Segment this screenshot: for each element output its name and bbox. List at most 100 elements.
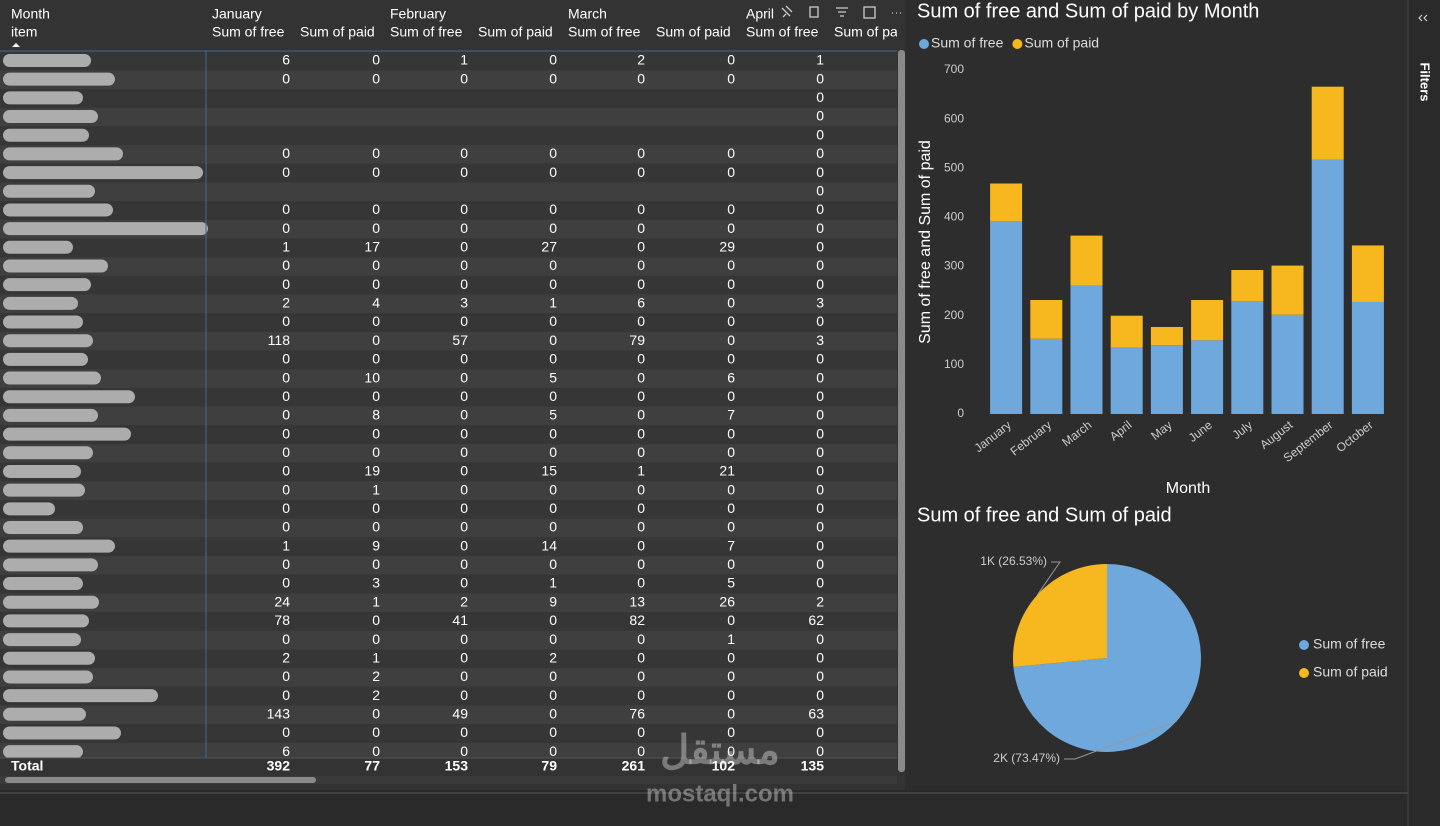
cell-value: 0 <box>460 519 468 535</box>
bar-segment[interactable] <box>1271 314 1304 414</box>
cell-value: 0 <box>549 481 557 497</box>
copy-icon[interactable] <box>809 6 819 18</box>
cell-value: 0 <box>816 89 824 105</box>
cell-value: 0 <box>816 70 824 86</box>
bar-segment[interactable] <box>1191 340 1224 414</box>
legend-marker[interactable] <box>1012 39 1023 49</box>
cell-value: 5 <box>549 369 557 385</box>
bar-segment[interactable] <box>1150 345 1183 414</box>
measure-header[interactable]: Sum of paid <box>478 24 553 40</box>
cell-value: 0 <box>549 706 557 722</box>
bar-segment[interactable] <box>1070 285 1103 414</box>
cell-value: 0 <box>727 687 735 703</box>
month-header[interactable]: April <box>746 6 774 22</box>
legend-label[interactable]: Sum of paid <box>1024 35 1099 51</box>
measure-header[interactable]: Sum of paid <box>300 24 375 40</box>
cell-value: 5 <box>549 407 557 423</box>
cell-value: 0 <box>282 724 290 740</box>
redacted-item <box>3 128 89 142</box>
pin-icon[interactable] <box>781 5 793 18</box>
redacted-item <box>3 390 135 404</box>
redacted-item <box>3 483 85 497</box>
filters-label[interactable]: Filters <box>1418 62 1433 101</box>
cell-value: 0 <box>372 351 380 367</box>
cell-value: 0 <box>460 257 468 273</box>
h-scroll-thumb[interactable] <box>5 777 316 783</box>
bar-segment[interactable] <box>990 221 1023 414</box>
redacted-item <box>3 614 89 628</box>
bar-segment[interactable] <box>1030 299 1063 339</box>
h-scrollbar[interactable] <box>0 776 897 784</box>
month-header[interactable]: February <box>390 6 446 22</box>
bar-segment[interactable] <box>1110 315 1143 348</box>
cell-value: 0 <box>460 537 468 553</box>
cell-value: 0 <box>816 407 824 423</box>
leader-line <box>1037 561 1061 596</box>
cell-value: 49 <box>452 706 468 722</box>
cell-value: 0 <box>816 556 824 572</box>
legend-label[interactable]: Sum of free <box>1313 636 1386 652</box>
cell-value: 0 <box>637 537 645 553</box>
sort-indicator[interactable] <box>12 43 20 47</box>
cell-value: 0 <box>372 631 380 647</box>
bar-segment[interactable] <box>1311 86 1344 160</box>
cell-value: 9 <box>372 537 380 553</box>
bar-segment[interactable] <box>1150 327 1183 346</box>
filters-pane[interactable] <box>1408 0 1440 826</box>
table-row <box>0 593 897 613</box>
pie-slice[interactable] <box>1013 564 1107 668</box>
cell-value: 0 <box>727 351 735 367</box>
bar-segment[interactable] <box>1231 300 1264 414</box>
bar-segment[interactable] <box>1030 338 1063 414</box>
cell-value: 0 <box>727 220 735 236</box>
measure-header[interactable]: Sum of free <box>746 24 819 40</box>
v-scroll-thumb[interactable] <box>898 50 905 772</box>
legend-label[interactable]: Sum of paid <box>1313 664 1388 680</box>
bar-segment[interactable] <box>1311 159 1344 414</box>
cell-value: 2 <box>372 687 380 703</box>
total-value: 135 <box>801 758 825 774</box>
cell-value: 0 <box>637 481 645 497</box>
bar-segment[interactable] <box>990 183 1023 222</box>
cell-value: 3 <box>372 575 380 591</box>
collapse-icon[interactable] <box>1418 14 1428 22</box>
measure-header[interactable]: Sum of free <box>568 24 641 40</box>
y-tick-label: 600 <box>944 111 964 125</box>
focus-icon[interactable] <box>863 6 876 19</box>
month-header[interactable]: January <box>212 6 262 22</box>
measure-header[interactable]: Sum of paid <box>656 24 731 40</box>
cell-value: 0 <box>816 239 824 255</box>
cell-value: 0 <box>637 649 645 665</box>
cell-value: 6 <box>282 743 290 759</box>
bar-segment[interactable] <box>1351 245 1384 302</box>
bar-segment[interactable] <box>1351 301 1384 414</box>
bar-segment[interactable] <box>1191 299 1224 341</box>
legend-marker[interactable] <box>919 39 929 49</box>
cell-value: 0 <box>727 556 735 572</box>
table-row <box>0 294 897 314</box>
cell-value: 0 <box>549 631 557 647</box>
bar-segment[interactable] <box>1070 235 1103 286</box>
redacted-item <box>3 651 95 665</box>
month-header[interactable]: March <box>568 6 607 22</box>
pie-slice[interactable] <box>1013 564 1202 753</box>
cell-value: 0 <box>816 201 824 217</box>
legend-label[interactable]: Sum of free <box>931 35 1004 51</box>
legend-marker[interactable] <box>1299 668 1309 678</box>
bar-segment[interactable] <box>1271 265 1304 315</box>
cell-value: 0 <box>816 182 824 198</box>
cell-value: 0 <box>637 276 645 292</box>
cell-value: 0 <box>727 743 735 759</box>
cell-value: 0 <box>282 201 290 217</box>
redacted-item <box>3 502 55 516</box>
measure-header[interactable]: Sum of free <box>212 24 285 40</box>
bar-segment[interactable] <box>1231 270 1264 301</box>
cell-value: 4 <box>372 295 380 311</box>
legend-marker[interactable] <box>1299 640 1309 650</box>
measure-header[interactable]: Sum of pa <box>834 24 898 40</box>
bar-segment[interactable] <box>1110 347 1143 414</box>
measure-header[interactable]: Sum of free <box>390 24 463 40</box>
cell-value: 0 <box>460 444 468 460</box>
filter-icon[interactable] <box>836 7 848 17</box>
cell-value: 0 <box>372 556 380 572</box>
